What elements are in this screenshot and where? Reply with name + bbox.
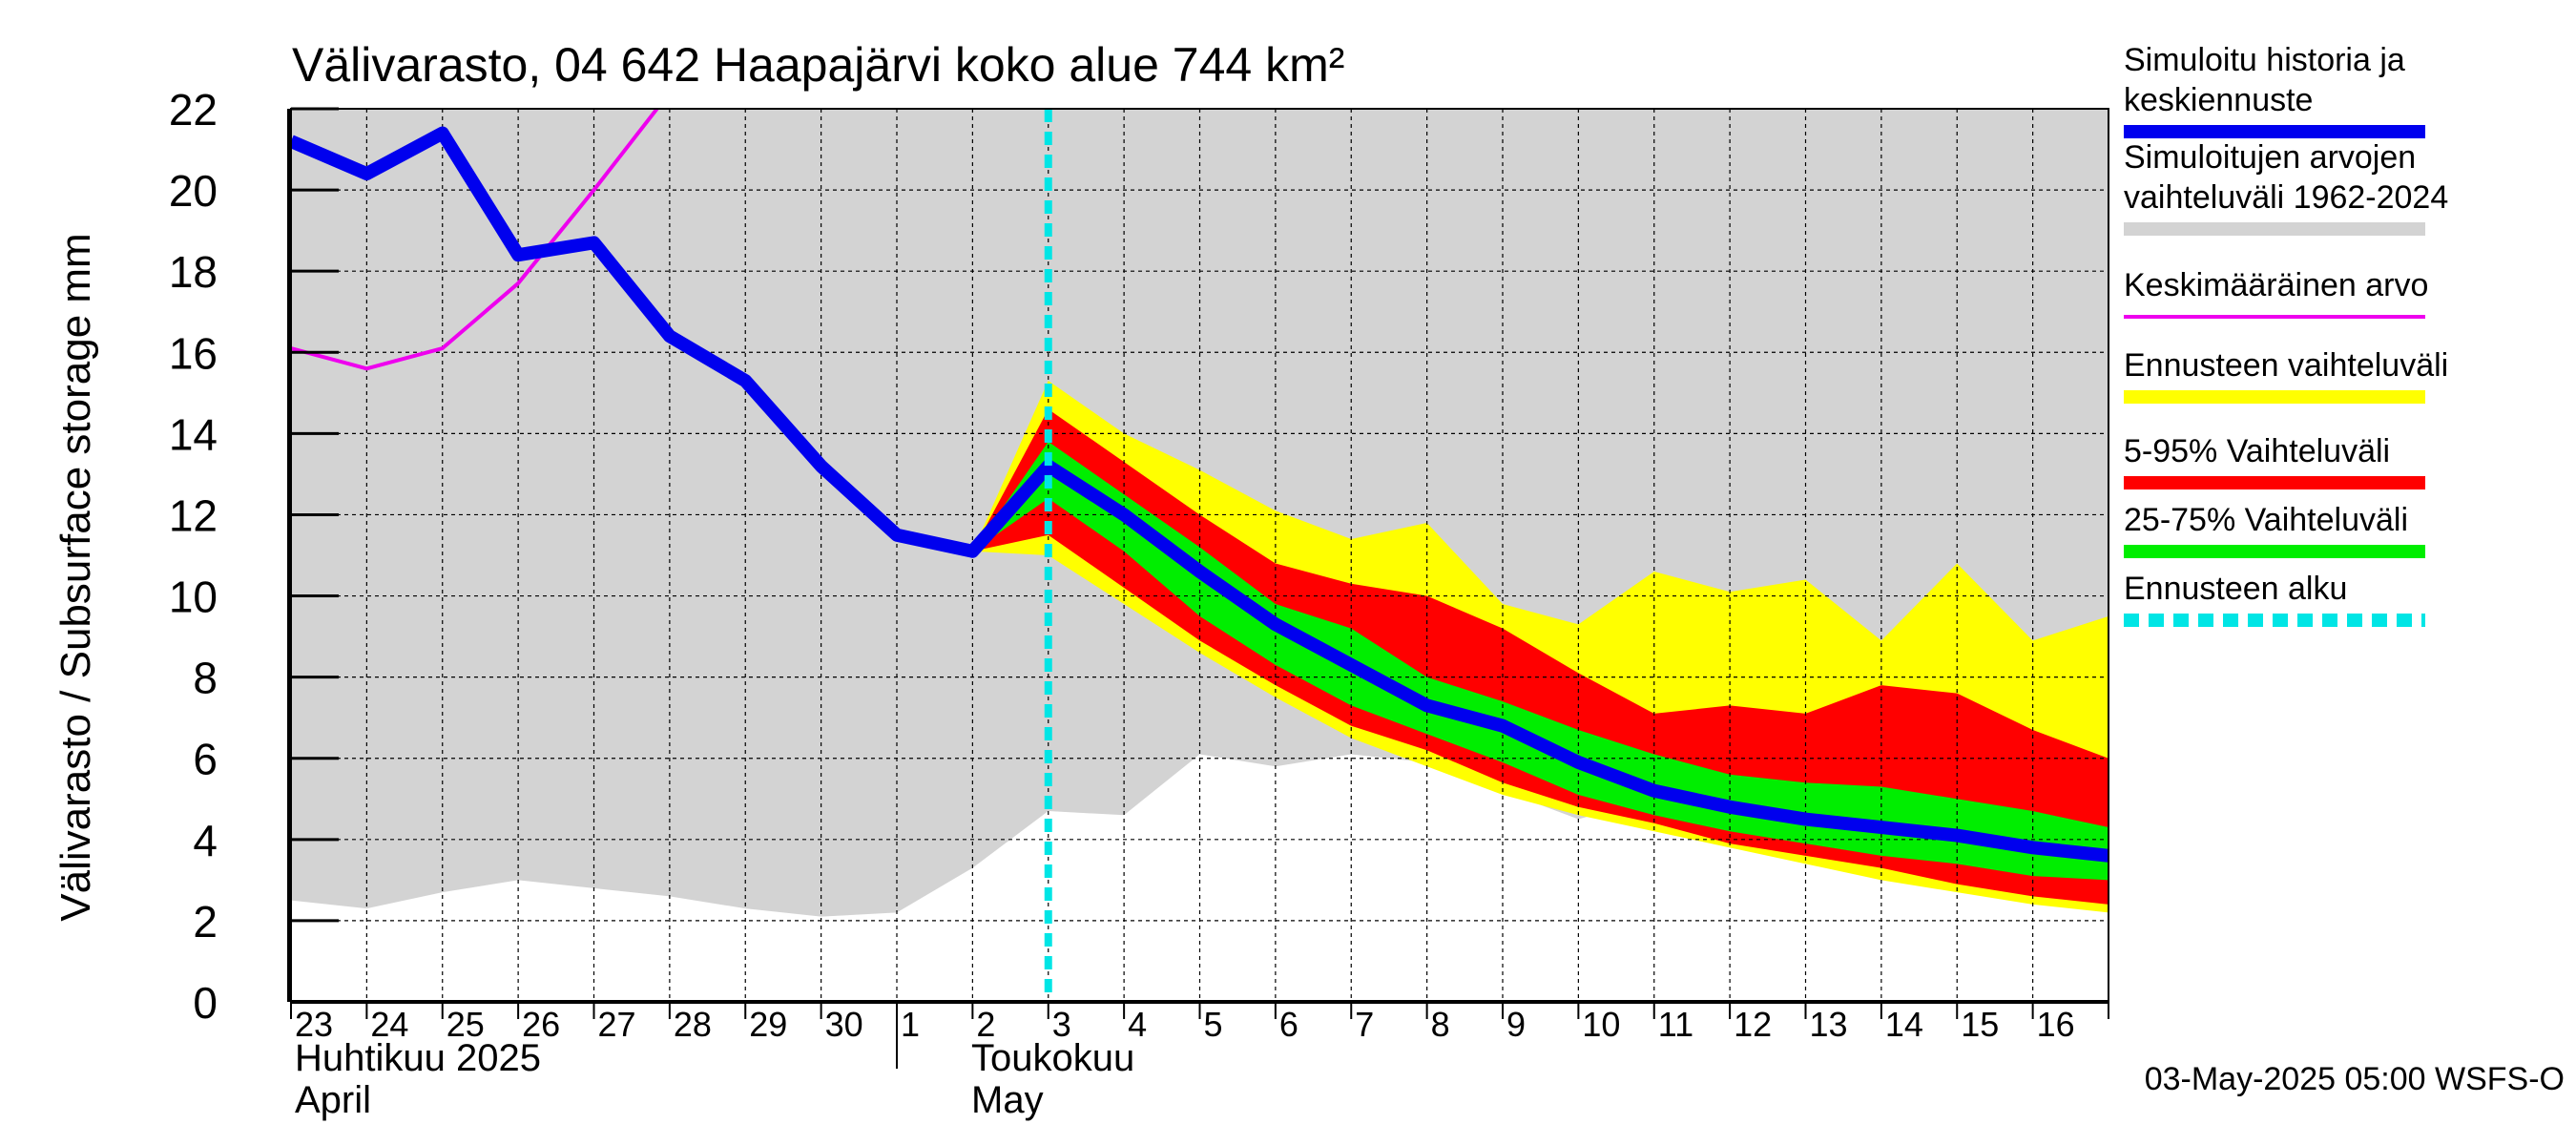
legend-label: 5-95% Vaihteluväli [2124,433,2390,469]
x-tick-label: 6 [1279,1005,1298,1044]
x-tick-label: 27 [598,1005,636,1044]
chart-lines [291,109,2109,1002]
y-tick-label: 2 [193,897,218,947]
x-tick-label: 11 [1658,1005,1693,1044]
x-tick-label: 23 [295,1005,333,1044]
y-tick-label: 8 [193,654,218,703]
chart-title: Välivarasto, 04 642 Haapajärvi koko alue… [292,38,1344,92]
x-tick-label: 9 [1506,1005,1526,1044]
legend-label: keskiennuste [2124,82,2313,118]
x-tick-label: 28 [674,1005,712,1044]
y-tick-label: 22 [169,85,218,135]
y-tick-label: 20 [169,166,218,216]
x-tick-label: 16 [2037,1005,2075,1044]
x-tick-label: 15 [1961,1005,1999,1044]
x-tick-label: 10 [1582,1005,1620,1044]
legend-label: 25-75% Vaihteluväli [2124,502,2408,538]
timestamp: 03-May-2025 05:00 WSFS-O [2145,1061,2565,1097]
x-tick-labels: 23 24 25 26 27 28 29 30 1 2 3 4 5 6 7 8 9 10 11 12 13 14 15 16 [290,1002,2109,1069]
x-tick-label: 13 [1810,1005,1848,1044]
x-tick-label: 12 [1734,1005,1772,1044]
y-axis-label: Välivarasto / Subsurface storage mm [52,233,99,921]
y-tick-label: 10 [169,572,218,622]
x-tick-label: 5 [1204,1005,1223,1044]
y-tick-labels: 0 2 4 6 8 10 12 14 16 18 20 22 [169,85,339,1028]
x-tick-label: 14 [1885,1005,1923,1044]
series-line-simuloitu-historia-ja-keskiennuste [291,126,2109,863]
x-tick-label: 26 [522,1005,560,1044]
y-tick-label: 16 [169,328,218,378]
band-5-95-vaihteluv-li [972,408,2109,905]
legend: Simuloitu historia ja keskiennuste Simuloi… [2124,42,2448,627]
month-label-may-fi: Toukokuu [971,1037,1134,1079]
month-label-april-en: April [295,1079,371,1121]
x-tick-label: 24 [370,1005,408,1044]
y-tick-label: 14 [169,409,218,459]
legend-label: vaihteluväli 1962-2024 [2124,179,2448,216]
x-tick-label: 3 [1052,1005,1071,1044]
x-tick-label: 7 [1355,1005,1374,1044]
x-tick-label: 25 [447,1005,485,1044]
x-tick-label: 29 [749,1005,787,1044]
month-label-may-en: May [971,1079,1044,1121]
legend-label: Simuloitu historia ja [2124,42,2405,78]
x-tick-label: 2 [976,1005,995,1044]
x-tick-label: 8 [1431,1005,1450,1044]
legend-label: Ennusteen vaihteluväli [2124,347,2448,384]
legend-label: Simuloitujen arvojen [2124,139,2416,176]
x-tick-label: 1 [901,1005,920,1044]
y-tick-label: 0 [193,978,218,1028]
x-tick-label: 30 [825,1005,863,1044]
series-line-keskim-r-inen-arvo [291,109,660,371]
month-label-april-fi: Huhtikuu 2025 [295,1037,541,1079]
y-tick-label: 6 [193,735,218,784]
y-tick-label: 12 [169,490,218,540]
y-tick-label: 18 [169,247,218,297]
legend-label: Keskimääräinen arvo [2124,267,2428,303]
legend-label: Ennusteen alku [2124,571,2347,607]
x-tick-label: 4 [1128,1005,1147,1044]
y-tick-label: 4 [193,816,218,865]
